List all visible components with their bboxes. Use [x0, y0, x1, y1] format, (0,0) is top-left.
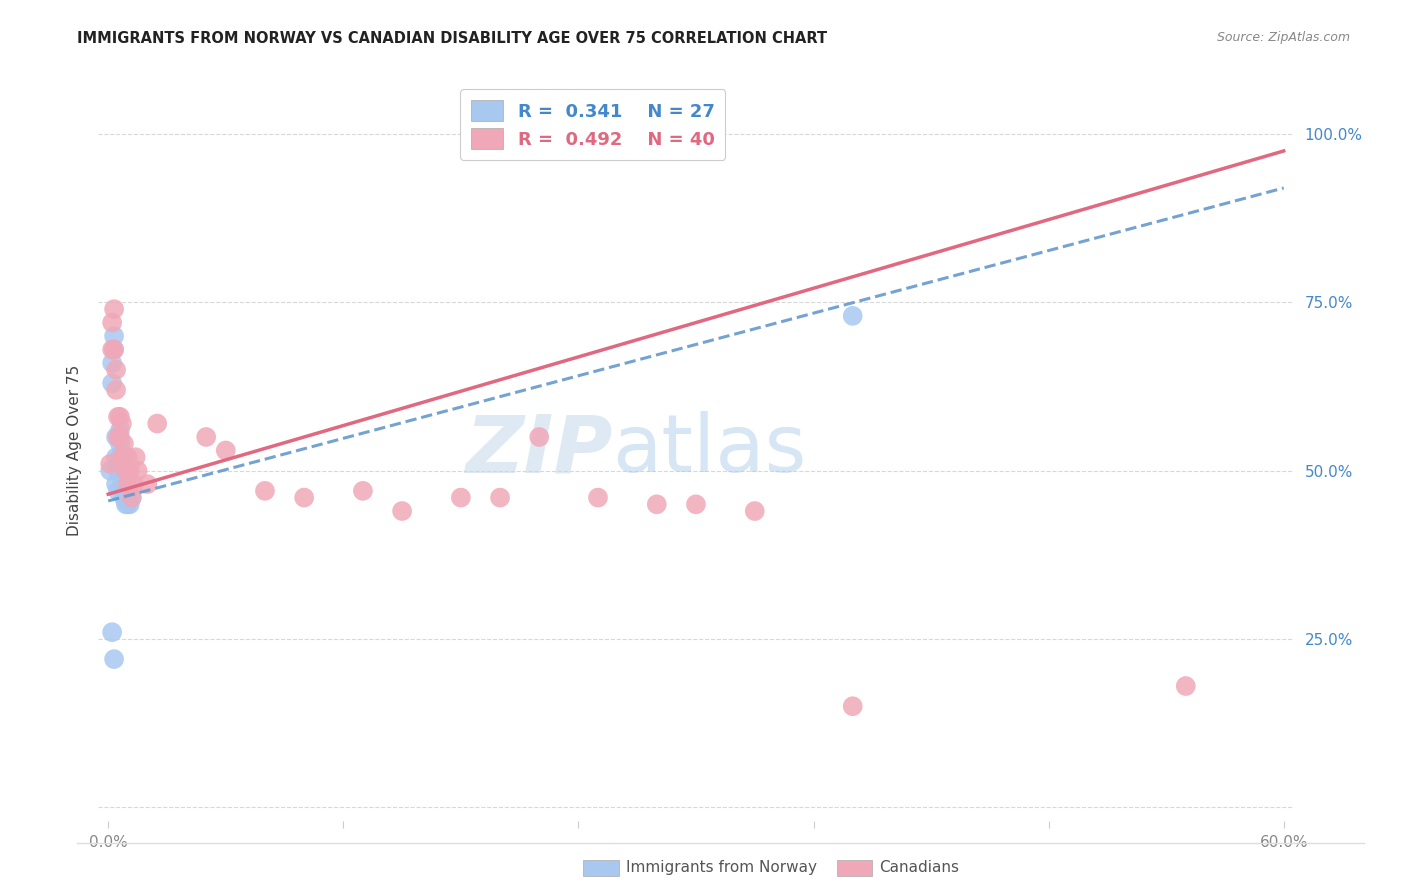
Point	[115, 464, 138, 478]
Point	[103, 329, 125, 343]
Point	[111, 450, 134, 465]
Point	[841, 309, 863, 323]
Point	[98, 464, 121, 478]
Point	[108, 409, 131, 424]
Point	[685, 497, 707, 511]
Point	[121, 491, 143, 505]
Text: IMMIGRANTS FROM NORWAY VS CANADIAN DISABILITY AGE OVER 75 CORRELATION CHART: IMMIGRANTS FROM NORWAY VS CANADIAN DISAB…	[77, 31, 828, 46]
Point	[253, 483, 276, 498]
Point	[107, 464, 129, 478]
Text: Source: ZipAtlas.com: Source: ZipAtlas.com	[1216, 31, 1350, 45]
Point	[115, 483, 138, 498]
Point	[146, 417, 169, 431]
Point	[118, 497, 141, 511]
Point	[111, 450, 134, 465]
Point	[117, 483, 139, 498]
Point	[117, 497, 139, 511]
Point	[101, 625, 124, 640]
Point	[108, 423, 131, 437]
Point	[103, 343, 125, 357]
Point	[108, 436, 131, 450]
Point	[107, 430, 129, 444]
Point	[744, 504, 766, 518]
Point	[112, 491, 135, 505]
Point	[101, 376, 124, 391]
Text: Immigrants from Norway: Immigrants from Norway	[626, 860, 817, 874]
Point	[1174, 679, 1197, 693]
Text: Canadians: Canadians	[879, 860, 959, 874]
Point	[112, 436, 135, 450]
Text: atlas: atlas	[613, 411, 807, 490]
Point	[391, 504, 413, 518]
Point	[117, 450, 139, 465]
Point	[450, 491, 472, 505]
Point	[103, 302, 125, 317]
Point	[127, 464, 149, 478]
Point	[841, 699, 863, 714]
Point	[101, 343, 124, 357]
Point	[105, 450, 128, 465]
Point	[122, 477, 145, 491]
Point	[107, 457, 129, 471]
Point	[103, 343, 125, 357]
Point	[108, 430, 131, 444]
Point	[107, 483, 129, 498]
Legend: R =  0.341    N = 27, R =  0.492    N = 40: R = 0.341 N = 27, R = 0.492 N = 40	[460, 89, 725, 160]
Point	[586, 491, 609, 505]
Point	[111, 477, 134, 491]
Point	[645, 497, 668, 511]
Point	[117, 477, 139, 491]
Point	[529, 430, 551, 444]
Point	[98, 457, 121, 471]
Point	[103, 652, 125, 666]
Point	[195, 430, 218, 444]
Text: ZIP: ZIP	[465, 411, 613, 490]
Point	[118, 464, 141, 478]
Point	[121, 491, 143, 505]
Y-axis label: Disability Age Over 75: Disability Age Over 75	[67, 365, 83, 536]
Point	[489, 491, 512, 505]
Point	[112, 450, 135, 465]
Point	[136, 477, 159, 491]
Point	[105, 477, 128, 491]
Point	[108, 450, 131, 465]
Point	[112, 477, 135, 491]
Point	[105, 362, 128, 376]
Point	[111, 417, 134, 431]
Point	[115, 497, 138, 511]
Point	[215, 443, 238, 458]
Point	[101, 356, 124, 370]
Point	[292, 491, 315, 505]
Point	[352, 483, 374, 498]
Point	[107, 409, 129, 424]
Point	[124, 450, 146, 465]
Point	[101, 316, 124, 330]
Point	[105, 383, 128, 397]
Point	[105, 430, 128, 444]
